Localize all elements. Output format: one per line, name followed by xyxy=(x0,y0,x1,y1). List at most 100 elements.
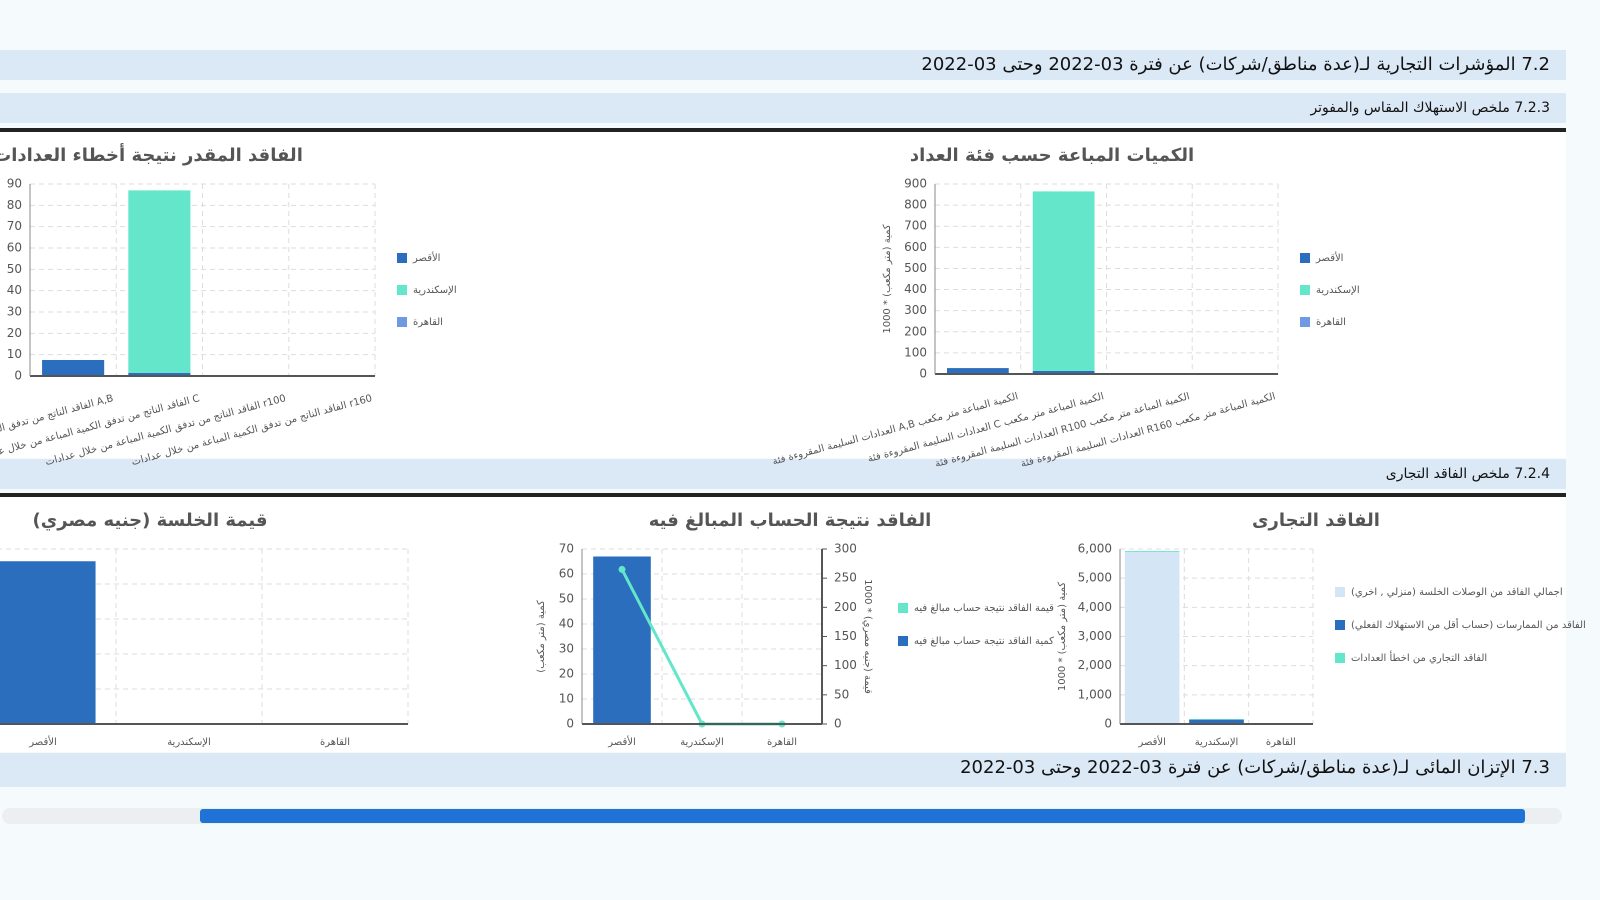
y2-tick-label: 200 xyxy=(834,600,857,614)
y-tick-label: 40 xyxy=(7,283,22,297)
y-tick-label: 3,000 xyxy=(1078,629,1112,643)
y-tick-label: 5,000 xyxy=(1078,571,1112,585)
y-tick-label: 200 xyxy=(904,324,927,338)
y-tick-label: 90 xyxy=(7,177,22,191)
divider xyxy=(0,128,1566,132)
y-tick-label: 6,000 xyxy=(1078,542,1112,556)
y2-tick-label: 100 xyxy=(834,658,857,672)
y2-tick-label: 150 xyxy=(834,629,857,643)
bar xyxy=(947,368,1009,374)
legend-swatch xyxy=(1300,253,1310,263)
y-axis-label: كمية (متر مكعب) * 1000 xyxy=(882,224,893,334)
y-tick-label: 800 xyxy=(904,198,927,212)
y-axis-label: كمية (متر مكعب) xyxy=(536,600,547,673)
legend-label: الفاقد التجاري من اخطأ العدادات xyxy=(1351,650,1487,664)
chart-title: الفاقد التجارى xyxy=(1252,510,1380,531)
y2-tick-label: 300 xyxy=(834,542,857,556)
line-point xyxy=(618,565,626,573)
y-tick-label: 0 xyxy=(14,369,22,383)
y-tick-label: 30 xyxy=(7,305,22,319)
legend-label: الإسكندرية xyxy=(1316,285,1360,296)
y-tick-label: 70 xyxy=(7,219,22,233)
legend-label: الفاقد من الممارسات (حساب أقل من الاستهل… xyxy=(1351,618,1586,631)
legend-label: القاهرة xyxy=(413,317,443,328)
chart-title: قيمة الخلسة (جنيه مصري) xyxy=(32,510,267,531)
y-tick-label: 400 xyxy=(904,282,927,296)
bar xyxy=(1189,719,1244,720)
legend-label: الأقصر xyxy=(1315,251,1343,264)
y-tick-label: 300 xyxy=(904,303,927,317)
x-tick-label: القاهرة xyxy=(320,737,350,748)
legend-label: الإسكندرية xyxy=(413,285,457,296)
y-tick-label: 100 xyxy=(904,345,927,359)
y-tick-label: 40 xyxy=(559,617,574,631)
y-tick-label: 600 xyxy=(904,240,927,254)
y-tick-label: 900 xyxy=(904,177,927,191)
x-tick-label: الإسكندرية xyxy=(167,737,211,748)
x-tick-label: القاهرة xyxy=(767,737,797,748)
section-heading: 7.2.3 ملخص الاستهلاك المقاس والمفوتر xyxy=(0,93,1566,123)
chart-title: الفاقد المقدر نتيجة أخطاء العدادات xyxy=(0,143,303,166)
bar xyxy=(593,556,651,724)
y-tick-label: 20 xyxy=(559,667,574,681)
y-tick-label: 30 xyxy=(559,642,574,656)
legend-swatch xyxy=(1335,653,1345,663)
bar xyxy=(1189,719,1244,724)
y-tick-label: 50 xyxy=(7,262,22,276)
section-heading: 7.2.4 ملخص الفاقد التجارى xyxy=(0,459,1566,489)
legend-swatch xyxy=(397,253,407,263)
bar xyxy=(1124,551,1180,724)
bar xyxy=(0,561,96,724)
x-tick-label: الإسكندرية xyxy=(680,737,724,748)
y2-axis-label: قيمة (جنيه مصري) * 1000 xyxy=(862,579,873,694)
y-tick-label: 1,000 xyxy=(1078,687,1112,701)
y-tick-label: 700 xyxy=(904,219,927,233)
x-tick-label: الأقصر xyxy=(28,735,56,748)
y-tick-label: 20 xyxy=(7,326,22,340)
bar xyxy=(42,360,105,376)
x-tick-label: الإسكندرية xyxy=(1195,737,1239,748)
legend-swatch xyxy=(397,285,407,295)
y-tick-label: 2,000 xyxy=(1078,658,1112,672)
bar xyxy=(128,190,191,373)
legend-label: قيمة الفاقد نتيجة حساب مبالغ فيه xyxy=(914,603,1054,614)
y-tick-label: 70 xyxy=(559,542,574,556)
y2-tick-label: 250 xyxy=(834,571,857,585)
y-tick-label: 60 xyxy=(7,241,22,255)
legend-swatch xyxy=(1300,317,1310,327)
bar xyxy=(1124,551,1180,552)
y-tick-label: 60 xyxy=(559,567,574,581)
chart-title: الفاقد نتيجة الحساب المبالغ فيه xyxy=(649,510,932,531)
y-tick-label: 0 xyxy=(566,717,574,731)
scrollbar-thumb[interactable] xyxy=(200,809,1525,823)
y-tick-label: 80 xyxy=(7,198,22,212)
legend-swatch xyxy=(1335,620,1345,630)
divider xyxy=(0,493,1566,497)
y-tick-label: 0 xyxy=(1104,717,1112,731)
y2-tick-label: 0 xyxy=(834,717,842,731)
bar xyxy=(128,372,191,376)
legend-label: الأقصر xyxy=(412,251,440,264)
y-tick-label: 0 xyxy=(919,367,927,381)
legend-swatch xyxy=(898,603,908,613)
legend-label: اجمالي الفاقد من الوصلات الخلسة (منزلي ,… xyxy=(1351,587,1563,598)
y-tick-label: 10 xyxy=(559,692,574,706)
y-tick-label: 500 xyxy=(904,261,927,275)
x-tick-label: الأقصر xyxy=(607,735,635,748)
section-heading: 7.2 المؤشرات التجارية لـ(عدة مناطق/شركات… xyxy=(0,50,1566,80)
y2-tick-label: 50 xyxy=(834,687,849,701)
legend-swatch xyxy=(1300,285,1310,295)
y-axis-label: كمية (متر مكعب) * 1000 xyxy=(1057,582,1068,692)
y-tick-label: 4,000 xyxy=(1078,600,1112,614)
x-tick-label: الأقصر xyxy=(1137,735,1165,748)
legend-swatch xyxy=(898,636,908,646)
bar xyxy=(1032,191,1095,371)
legend-swatch xyxy=(1335,587,1345,597)
section-heading: 7.3 الإتزان المائى لـ(عدة مناطق/شركات) ع… xyxy=(0,753,1566,787)
y-tick-label: 50 xyxy=(559,592,574,606)
bar xyxy=(1032,370,1095,374)
x-tick-label: القاهرة xyxy=(1266,737,1296,748)
chart-title: الكميات المباعة حسب فئة العداد xyxy=(910,145,1194,166)
